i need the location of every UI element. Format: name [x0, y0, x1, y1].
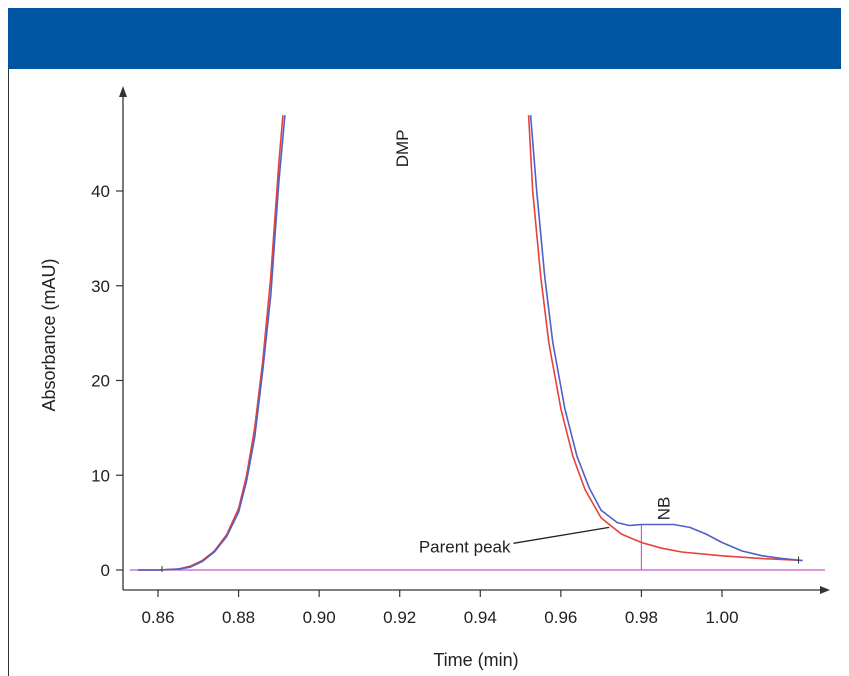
axis-labels: 0.86 0.88 0.90 0.92 0.94 0.96 0.98 1.00 0 10 20 30 4…	[39, 129, 739, 670]
x-tick-label: 1.00	[705, 608, 738, 627]
annotation-parent-peak: Parent peak	[419, 537, 511, 556]
x-tick-label: 0.94	[464, 608, 497, 627]
x-tick-label: 0.88	[222, 608, 255, 627]
y-axis-arrow	[119, 86, 127, 97]
axes	[116, 86, 830, 597]
x-axis-title: Time (min)	[433, 650, 518, 670]
x-tick-label: 0.98	[625, 608, 658, 627]
annotation-nb: NB	[655, 497, 674, 521]
y-tick-label: 40	[91, 182, 110, 201]
x-axis-arrow	[820, 586, 830, 594]
annotation-dmp: DMP	[393, 129, 412, 167]
series-1-line	[137, 115, 284, 571]
x-tick-label: 0.86	[141, 608, 174, 627]
series-1-line	[527, 115, 803, 562]
plot-area	[129, 115, 825, 572]
annotation-leader-line	[513, 526, 610, 544]
header-bar	[8, 8, 841, 69]
x-tick-label: 0.92	[383, 608, 416, 627]
y-axis-title: Absorbance (mAU)	[39, 258, 59, 411]
y-tick-label: 0	[101, 561, 110, 580]
series-2-line	[137, 115, 286, 571]
y-tick-label: 20	[91, 372, 110, 391]
x-tick-label: 0.96	[544, 608, 577, 627]
x-tick-label: 0.90	[303, 608, 336, 627]
left-border-rule	[8, 69, 9, 676]
y-tick-label: 10	[91, 466, 110, 485]
series-2-line	[529, 115, 803, 562]
y-tick-label: 30	[91, 277, 110, 296]
